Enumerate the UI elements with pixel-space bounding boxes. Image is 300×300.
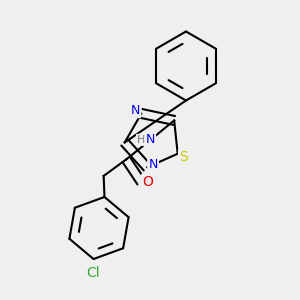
Text: N: N bbox=[146, 134, 155, 146]
Text: N: N bbox=[148, 158, 158, 171]
Text: S: S bbox=[179, 150, 188, 164]
Text: Cl: Cl bbox=[87, 266, 100, 280]
Text: N: N bbox=[131, 104, 140, 117]
Text: O: O bbox=[142, 175, 153, 189]
Text: H: H bbox=[137, 135, 146, 145]
